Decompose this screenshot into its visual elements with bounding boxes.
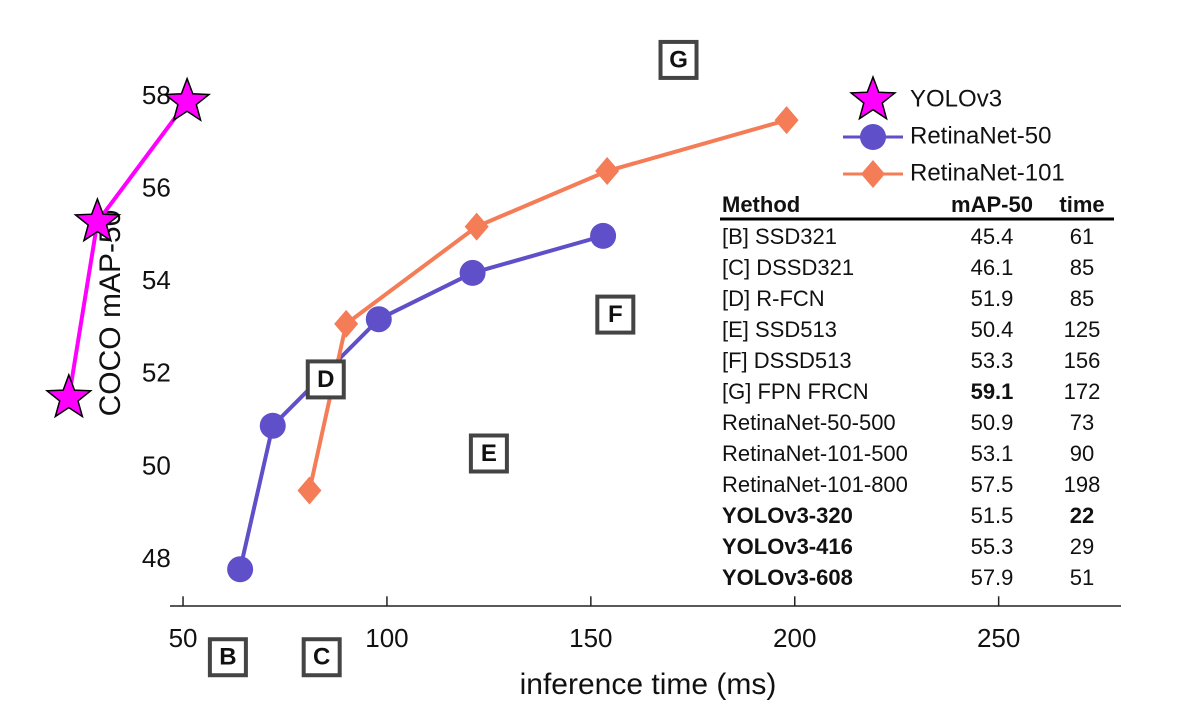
table-cell: 55.3 bbox=[971, 534, 1014, 559]
table-cell: 51.9 bbox=[971, 286, 1014, 311]
table-cell: 125 bbox=[1064, 317, 1101, 342]
table-cell: 50.4 bbox=[971, 317, 1014, 342]
star-marker bbox=[44, 372, 93, 419]
table-cell: 51.5 bbox=[971, 503, 1014, 528]
table-cell: 46.1 bbox=[971, 255, 1014, 280]
series-line bbox=[307, 118, 788, 491]
y-axis-label: COCO mAP-50 bbox=[94, 210, 127, 417]
y-tick-label: 50 bbox=[142, 450, 171, 480]
table-cell: [C] DSSD321 bbox=[722, 255, 854, 280]
table-header: mAP-50 bbox=[951, 192, 1033, 217]
diamond-marker bbox=[297, 476, 322, 505]
table-cell: [G] FPN FRCN bbox=[722, 379, 869, 404]
star-marker bbox=[163, 76, 212, 122]
table-cell: 51 bbox=[1070, 565, 1094, 590]
table-cell: [B] SSD321 bbox=[722, 224, 837, 249]
table-cell: [E] SSD513 bbox=[722, 317, 837, 342]
annotation-box bbox=[301, 637, 342, 678]
circle-marker bbox=[259, 412, 286, 439]
y-tick-label: 54 bbox=[142, 265, 171, 295]
table-cell: 73 bbox=[1070, 410, 1094, 435]
legend-marker bbox=[860, 124, 886, 150]
table-cell: 53.3 bbox=[971, 348, 1014, 373]
table-header: Method bbox=[722, 192, 800, 217]
table-cell: 172 bbox=[1064, 379, 1101, 404]
y-tick-label: 52 bbox=[142, 358, 171, 388]
table-cell: RetinaNet-101-500 bbox=[722, 441, 908, 466]
table-header: time bbox=[1059, 192, 1104, 217]
annotation-box bbox=[468, 433, 509, 474]
diamond-marker bbox=[464, 212, 489, 241]
x-axis-label: inference time (ms) bbox=[520, 668, 777, 701]
table-cell: RetinaNet-101-800 bbox=[722, 472, 908, 497]
diamond-marker bbox=[334, 309, 359, 338]
x-tick-label: 150 bbox=[569, 623, 612, 653]
table-cell: YOLOv3-608 bbox=[722, 565, 853, 590]
circle-marker bbox=[459, 259, 486, 286]
y-tick-label: 48 bbox=[142, 543, 171, 573]
diamond-marker bbox=[774, 106, 799, 135]
annotation-label: B bbox=[219, 644, 236, 671]
legend-label: RetinaNet-50 bbox=[910, 122, 1051, 149]
annotation-label: C bbox=[313, 644, 330, 671]
table-cell: 57.9 bbox=[971, 565, 1014, 590]
circle-marker bbox=[365, 306, 392, 333]
table-cell: [D] R-FCN bbox=[722, 286, 825, 311]
table-cell: RetinaNet-50-500 bbox=[722, 410, 896, 435]
annotation-box bbox=[207, 637, 248, 678]
x-tick-label: 250 bbox=[977, 623, 1020, 653]
series-line bbox=[238, 233, 604, 570]
table-cell: [F] DSSD513 bbox=[722, 348, 852, 373]
x-tick-label: 200 bbox=[773, 623, 816, 653]
table-cell: 53.1 bbox=[971, 441, 1014, 466]
table-cell: 45.4 bbox=[971, 224, 1014, 249]
table-cell: YOLOv3-320 bbox=[722, 503, 853, 528]
annotation-label: D bbox=[317, 366, 334, 393]
table-cell: 29 bbox=[1070, 534, 1094, 559]
annotation-box bbox=[658, 39, 699, 80]
annotation-box bbox=[595, 294, 636, 335]
table-cell: YOLOv3-416 bbox=[722, 534, 853, 559]
annotation-label: G bbox=[669, 46, 688, 73]
table-cell: 50.9 bbox=[971, 410, 1014, 435]
legend-label: YOLOv3 bbox=[910, 85, 1002, 112]
table-cell: 198 bbox=[1064, 472, 1101, 497]
series-line bbox=[66, 100, 189, 399]
legend-marker bbox=[861, 160, 885, 188]
table-cell: 90 bbox=[1070, 441, 1094, 466]
x-tick-label: 50 bbox=[169, 623, 198, 653]
table-cell: 85 bbox=[1070, 286, 1094, 311]
x-tick-label: 100 bbox=[365, 623, 408, 653]
legend-marker bbox=[849, 74, 897, 121]
table-cell: 61 bbox=[1070, 224, 1094, 249]
star-marker bbox=[73, 196, 122, 243]
annotation-label: E bbox=[481, 440, 497, 467]
diamond-marker bbox=[595, 157, 620, 186]
table-cell: 85 bbox=[1070, 255, 1094, 280]
legend-label: RetinaNet-101 bbox=[910, 159, 1065, 186]
circle-marker bbox=[227, 556, 254, 583]
circle-marker bbox=[590, 222, 617, 249]
y-tick-label: 56 bbox=[142, 172, 171, 202]
table-cell: 156 bbox=[1064, 348, 1101, 373]
annotation-box bbox=[305, 359, 346, 400]
table-cell: 59.1 bbox=[971, 379, 1014, 404]
annotation-label: F bbox=[608, 301, 623, 328]
table-cell: 57.5 bbox=[971, 472, 1014, 497]
table-cell: 22 bbox=[1070, 503, 1094, 528]
